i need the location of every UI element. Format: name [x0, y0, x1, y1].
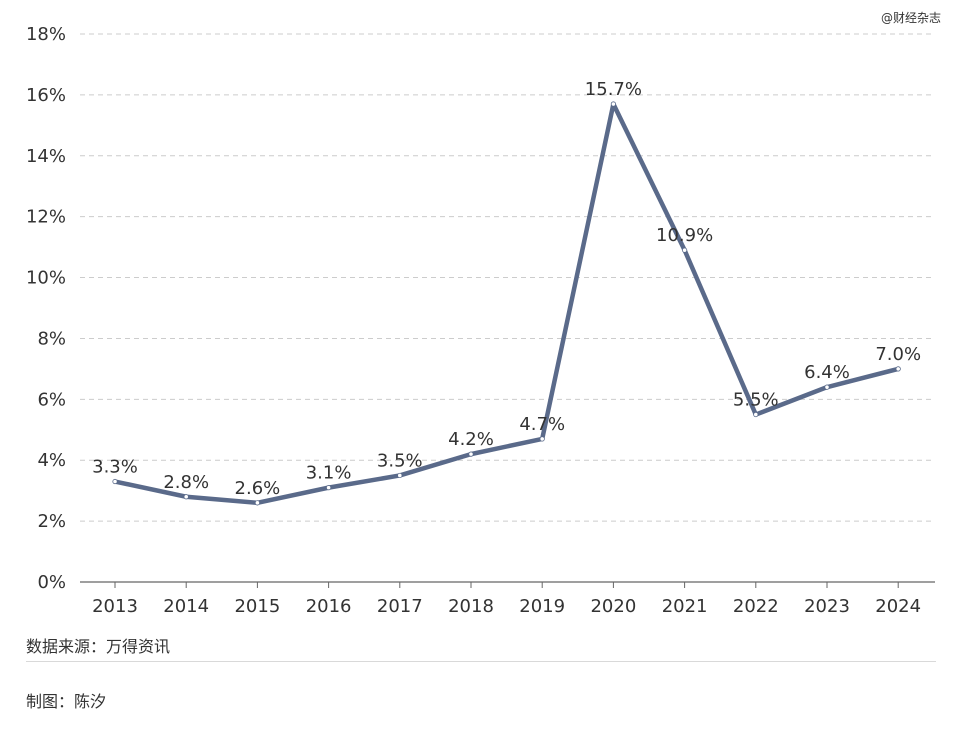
data-point: [325, 485, 332, 491]
x-tick-label: 2017: [377, 596, 423, 617]
chart-author-note: 制图：陈汐: [26, 692, 107, 711]
data-point: [183, 494, 189, 500]
x-tick-label: 2013: [92, 596, 138, 617]
x-tick-label: 2015: [234, 596, 280, 617]
y-tick-label: 2%: [37, 511, 66, 532]
data-labels: 3.3% 2.8% 2.6% 3.1% 3.5% 4.2% 4.7% 15.7% 10.9% 5.…: [92, 79, 921, 499]
data-point: [753, 411, 759, 418]
y-axis-ticks: 0% 2% 4% 6% 8% 10% 12% 14% 16% 18%: [26, 24, 66, 593]
y-tick-label: 18%: [26, 24, 66, 45]
x-tick-label: 2023: [804, 596, 850, 617]
y-tick-label: 14%: [26, 146, 66, 167]
y-tick-label: 12%: [26, 207, 66, 228]
data-label: 5.5%: [733, 390, 779, 411]
x-tick-label: 2019: [519, 596, 565, 617]
data-point: [895, 366, 901, 372]
data-point: [824, 384, 830, 390]
data-point: [539, 436, 545, 442]
data-point: [681, 247, 688, 253]
y-tick-label: 6%: [37, 389, 66, 410]
y-tick-label: 16%: [26, 85, 66, 106]
x-axis-ticks: 2013 2014 2015 2016 2017 2018 2019 2020 2021 2022…: [92, 582, 921, 617]
y-tick-label: 8%: [37, 328, 66, 349]
data-label: 7.0%: [875, 344, 921, 365]
watermark: @财经杂志: [880, 11, 941, 25]
data-label: 15.7%: [585, 79, 642, 100]
x-tick-label: 2022: [733, 596, 779, 617]
x-tick-label: 2020: [590, 596, 636, 617]
data-point: [397, 472, 403, 479]
x-tick-label: 2018: [448, 596, 494, 617]
series-line: [112, 101, 901, 506]
y-tick-label: 0%: [37, 572, 66, 593]
data-label: 4.2%: [448, 429, 494, 450]
x-tick-label: 2014: [163, 596, 209, 617]
x-tick-label: 2021: [662, 596, 708, 617]
x-tick-label: 2016: [306, 596, 352, 617]
y-tick-label: 4%: [37, 450, 66, 471]
data-label: 2.6%: [235, 478, 281, 499]
data-label: 3.1%: [306, 463, 352, 484]
data-point: [468, 451, 474, 457]
x-tick-label: 2024: [875, 596, 921, 617]
data-points: [112, 101, 901, 506]
gridlines: [80, 33, 935, 522]
data-source-note: 数据来源：万得资讯: [26, 637, 171, 656]
data-label: 2.8%: [163, 472, 209, 493]
data-label: 4.7%: [519, 414, 565, 435]
series-polyline: [112, 101, 901, 506]
data-point: [610, 101, 617, 107]
data-label: 10.9%: [656, 225, 713, 246]
data-point: [112, 478, 118, 485]
data-label: 3.3%: [92, 457, 138, 478]
data-point: [254, 500, 260, 506]
footer-divider: [26, 661, 936, 662]
data-label: 6.4%: [804, 362, 850, 383]
data-label: 3.5%: [377, 450, 423, 471]
y-tick-label: 10%: [26, 268, 66, 289]
